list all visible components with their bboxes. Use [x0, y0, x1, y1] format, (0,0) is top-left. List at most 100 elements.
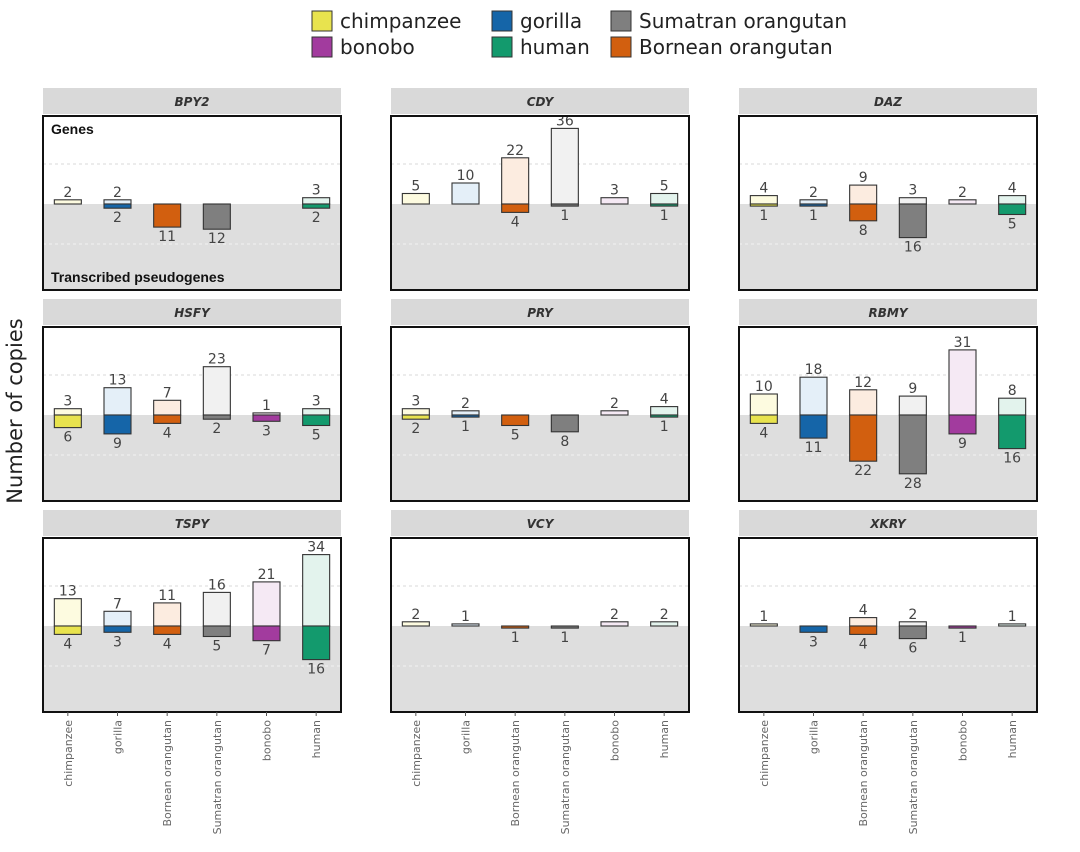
bar-pseudogenes-bornean [849, 625, 878, 635]
label-genes-gorilla: 2 [461, 396, 470, 412]
label-pseudogenes-sumatran: 2 [212, 421, 221, 437]
bar-pseudogenes-bornean [501, 203, 530, 213]
label-genes-bonobo: 2 [610, 396, 619, 412]
facet-xkry: XKRY 1 3 4 4 2 6 1 1 [738, 510, 1038, 713]
label-genes-human: 3 [312, 183, 321, 199]
label-genes-chimpanzee: 4 [759, 181, 768, 197]
facet-rbmy: RBMY 10 4 18 11 12 22 9 28 31 9 8 16 [738, 299, 1038, 502]
label-pseudogenes-bonobo: 3 [262, 423, 271, 439]
label-pseudogenes-sumatran: 1 [560, 208, 569, 224]
panel-border [42, 537, 342, 713]
legend-swatch-gorilla [491, 10, 513, 32]
bar-pseudogenes-sumatran [550, 203, 579, 207]
label-genes-gorilla: 7 [113, 596, 122, 612]
bar-pseudogenes-bornean [849, 203, 878, 222]
bar-genes-human [650, 192, 679, 205]
pseudogenes-region [43, 415, 341, 501]
legend-swatch-sumatran [610, 10, 632, 32]
label-pseudogenes-human: 2 [312, 210, 321, 226]
bar-genes-sumatran [898, 395, 927, 416]
label-pseudogenes-gorilla: 1 [809, 208, 818, 224]
label-genes-bonobo: 2 [610, 607, 619, 623]
label-genes-bornean: 7 [163, 385, 172, 401]
label-genes-bornean: 9 [859, 170, 868, 186]
label-genes-sumatran: 23 [208, 352, 226, 368]
pseudogenes-region [391, 415, 689, 501]
label-genes-gorilla: 18 [805, 362, 823, 378]
bar-genes-chimpanzee [401, 621, 430, 627]
label-genes-human: 5 [660, 179, 669, 195]
bar-pseudogenes-bornean [153, 203, 182, 228]
facet-daz: DAZ 4 1 2 1 9 8 3 16 2 4 5 [738, 88, 1038, 291]
label-pseudogenes-sumatran: 6 [908, 641, 917, 657]
genes-region [391, 116, 689, 204]
bar-genes-gorilla [799, 376, 828, 416]
bar-pseudogenes-sumatran [898, 203, 927, 239]
bar-genes-chimpanzee [401, 192, 430, 205]
label-pseudogenes-bornean: 11 [158, 229, 176, 245]
bar-genes-bornean [849, 617, 878, 627]
label-pseudogenes-gorilla: 3 [113, 634, 122, 650]
label-genes-chimpanzee: 5 [411, 179, 420, 195]
bar-pseudogenes-chimpanzee [749, 414, 778, 424]
label-pseudogenes-human: 5 [1008, 217, 1017, 233]
label-pseudogenes-bornean: 22 [854, 463, 872, 479]
pseudogenes-region [739, 204, 1037, 290]
label-genes-bonobo: 3 [610, 183, 619, 199]
bar-genes-human [650, 621, 679, 627]
label-genes-human: 3 [312, 394, 321, 410]
panel-border [390, 326, 690, 502]
label-pseudogenes-chimpanzee: 4 [63, 636, 72, 652]
label-genes-gorilla: 10 [457, 168, 475, 184]
label-pseudogenes-human: 1 [660, 208, 669, 224]
bar-genes-human [998, 397, 1027, 416]
label-genes-sumatran: 2 [908, 607, 917, 623]
bar-genes-bonobo [600, 621, 629, 627]
bar-pseudogenes-bonobo [252, 414, 281, 422]
label-genes-sumatran: 36 [556, 113, 574, 129]
label-pseudogenes-sumatran: 12 [208, 231, 226, 247]
facet-strip [43, 88, 341, 114]
bar-pseudogenes-human [302, 203, 331, 209]
bar-genes-sumatran [550, 127, 579, 205]
label-pseudogenes-bornean: 4 [511, 214, 520, 230]
bar-pseudogenes-sumatran [898, 625, 927, 640]
x-tick-chimpanzee: chimpanzee [62, 720, 75, 787]
label-genes-bonobo: 31 [954, 335, 972, 351]
facet-cdy: CDY 5 10 22 4 36 1 3 5 1 [390, 88, 690, 291]
y-axis-label: Number of copies [3, 318, 27, 503]
pseudogenes-region [43, 204, 341, 290]
bar-genes-bornean [153, 602, 182, 627]
legend-label-human: human [520, 35, 590, 59]
bar-pseudogenes-sumatran [550, 414, 579, 433]
x-tick-bornean: Bornean orangutan [161, 720, 174, 827]
x-tick-human: human [1006, 720, 1019, 758]
bar-genes-bornean [501, 157, 530, 205]
label-pseudogenes-bornean: 4 [163, 425, 172, 441]
facet-strip [391, 510, 689, 536]
label-genes-bornean: 11 [158, 588, 176, 604]
label-genes-chimpanzee: 1 [759, 609, 768, 625]
legend-label-bonobo: bonobo [340, 35, 415, 59]
bar-pseudogenes-sumatran [202, 203, 231, 230]
bar-genes-bornean [849, 184, 878, 205]
bar-pseudogenes-chimpanzee [401, 414, 430, 420]
bar-genes-gorilla [103, 387, 132, 416]
genes-label: Genes [51, 121, 94, 137]
label-pseudogenes-sumatran: 28 [904, 476, 922, 492]
genes-region [739, 116, 1037, 204]
x-tick-gorilla: gorilla [460, 720, 473, 754]
bar-pseudogenes-human [998, 203, 1027, 216]
label-pseudogenes-chimpanzee: 6 [63, 430, 72, 446]
label-pseudogenes-human: 1 [660, 419, 669, 435]
x-tick-bonobo: bonobo [261, 720, 274, 761]
x-tick-sumatran: Sumatran orangutan [907, 720, 920, 834]
bar-pseudogenes-gorilla [799, 625, 828, 633]
bar-genes-bornean [849, 389, 878, 416]
genes-region [43, 116, 341, 204]
bar-pseudogenes-gorilla [799, 414, 828, 439]
bar-pseudogenes-human [302, 414, 331, 427]
label-pseudogenes-bonobo: 1 [958, 630, 967, 646]
label-genes-chimpanzee: 10 [755, 379, 773, 395]
